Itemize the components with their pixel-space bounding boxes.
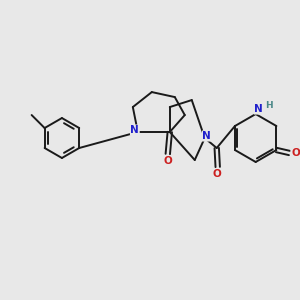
Text: O: O	[291, 148, 300, 158]
Text: N: N	[254, 104, 263, 114]
Text: H: H	[265, 100, 272, 109]
Text: N: N	[202, 131, 211, 141]
Text: O: O	[212, 169, 221, 179]
Text: N: N	[130, 125, 139, 135]
Text: O: O	[164, 156, 172, 166]
